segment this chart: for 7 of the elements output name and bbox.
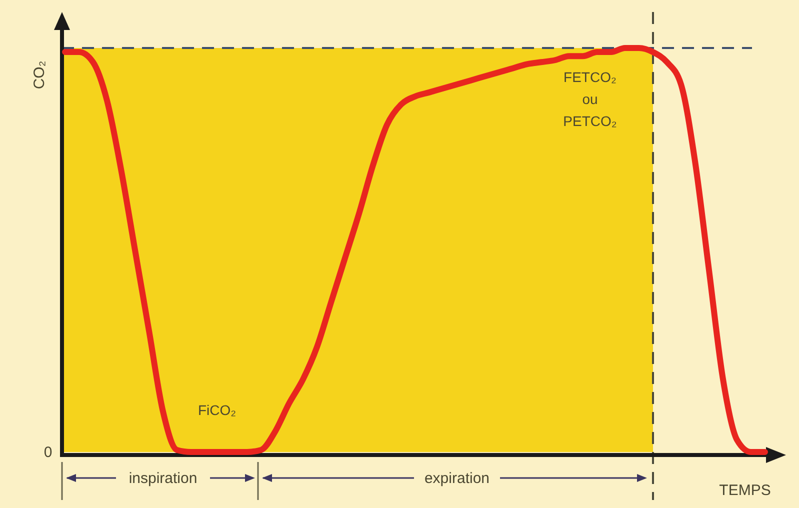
y-axis-title: CO₂ xyxy=(31,60,48,90)
text: 0 xyxy=(44,444,52,461)
annotation: FETCO₂ ou PETCO₂ xyxy=(563,69,617,129)
text: expiration xyxy=(424,470,490,487)
x-axis-title: TEMPS xyxy=(719,482,771,499)
annotation: FiCO₂ xyxy=(198,402,236,418)
text: inspiration xyxy=(128,470,198,487)
